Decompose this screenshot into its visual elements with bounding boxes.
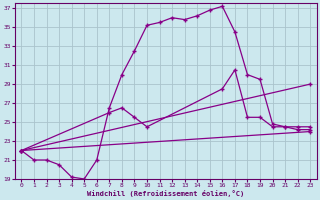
X-axis label: Windchill (Refroidissement éolien,°C): Windchill (Refroidissement éolien,°C) [87, 190, 244, 197]
